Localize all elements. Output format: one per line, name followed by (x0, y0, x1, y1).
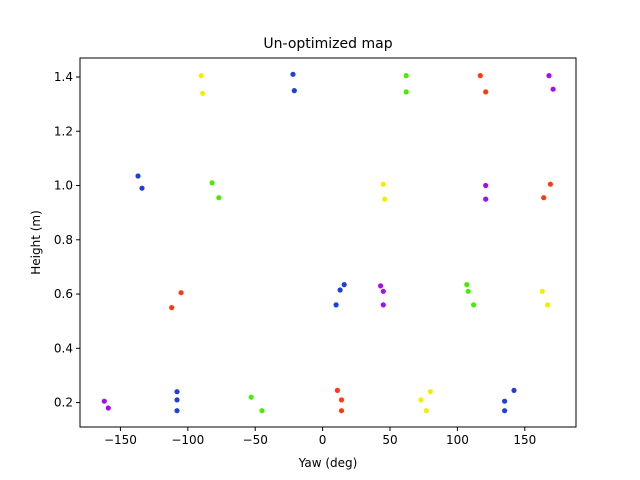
data-point (338, 397, 345, 403)
data-point (403, 73, 409, 79)
x-tick-label: 0 (319, 433, 327, 447)
y-tick-label: 0.2 (54, 396, 73, 410)
data-point (259, 408, 265, 414)
data-point (105, 405, 111, 411)
data-point (139, 185, 145, 191)
x-tick-label: −100 (171, 433, 204, 447)
data-point (380, 288, 386, 294)
data-point (382, 196, 388, 202)
data-point (380, 302, 386, 308)
x-tick-label: −50 (243, 433, 268, 447)
y-tick-label: 0.6 (54, 287, 73, 301)
data-point (418, 397, 424, 403)
data-point (338, 408, 345, 414)
data-point (477, 73, 483, 79)
x-tick-label: −150 (104, 433, 137, 447)
data-point (511, 387, 517, 393)
y-axis-ticks: 0.2 0.4 0.6 0.8 1.0 1.2 1.4 (54, 70, 80, 410)
data-point (483, 89, 489, 95)
x-tick-label: 50 (382, 433, 397, 447)
data-point (483, 182, 489, 189)
data-point (333, 302, 339, 308)
data-point (290, 71, 296, 77)
data-point (465, 288, 471, 294)
data-point (334, 387, 340, 393)
data-point (135, 173, 141, 179)
y-tick-label: 1.4 (54, 70, 73, 84)
data-point (216, 195, 222, 201)
data-point (539, 288, 545, 294)
data-point (464, 282, 470, 288)
data-point (483, 196, 489, 202)
data-point (101, 398, 107, 404)
data-point (341, 282, 347, 288)
data-point (291, 88, 297, 94)
data-point (403, 89, 409, 95)
data-point (423, 408, 429, 414)
data-point (178, 290, 184, 296)
data-point (547, 181, 554, 187)
data-point (174, 397, 180, 403)
data-point (502, 408, 508, 414)
data-point (427, 389, 433, 395)
y-tick-label: 0.8 (54, 233, 73, 247)
x-tick-label: 150 (513, 433, 536, 447)
x-axis-label: Yaw (deg) (298, 456, 358, 470)
data-point (174, 389, 180, 395)
data-point (248, 394, 254, 400)
chart-title: Un-optimized map (263, 36, 392, 52)
data-point (198, 73, 204, 79)
data-point (174, 408, 180, 414)
y-tick-label: 1.0 (54, 179, 73, 193)
y-tick-label: 0.4 (54, 341, 73, 355)
data-point (502, 398, 508, 404)
plot-frame (79, 57, 577, 428)
data-point (200, 90, 206, 96)
data-point (169, 305, 175, 311)
data-point (209, 180, 215, 186)
data-point (545, 302, 551, 308)
data-point (380, 181, 386, 187)
y-tick-label: 1.2 (54, 124, 73, 138)
data-point (337, 287, 343, 293)
data-points (101, 71, 556, 414)
data-point (471, 302, 477, 308)
x-axis-ticks: −150 −100 −50 0 50 100 150 (104, 427, 536, 447)
data-point (550, 86, 556, 92)
data-point (378, 283, 384, 289)
data-point (541, 195, 547, 201)
y-axis-label: Height (m) (29, 210, 43, 275)
data-point (546, 73, 552, 79)
x-tick-label: 100 (446, 433, 469, 447)
